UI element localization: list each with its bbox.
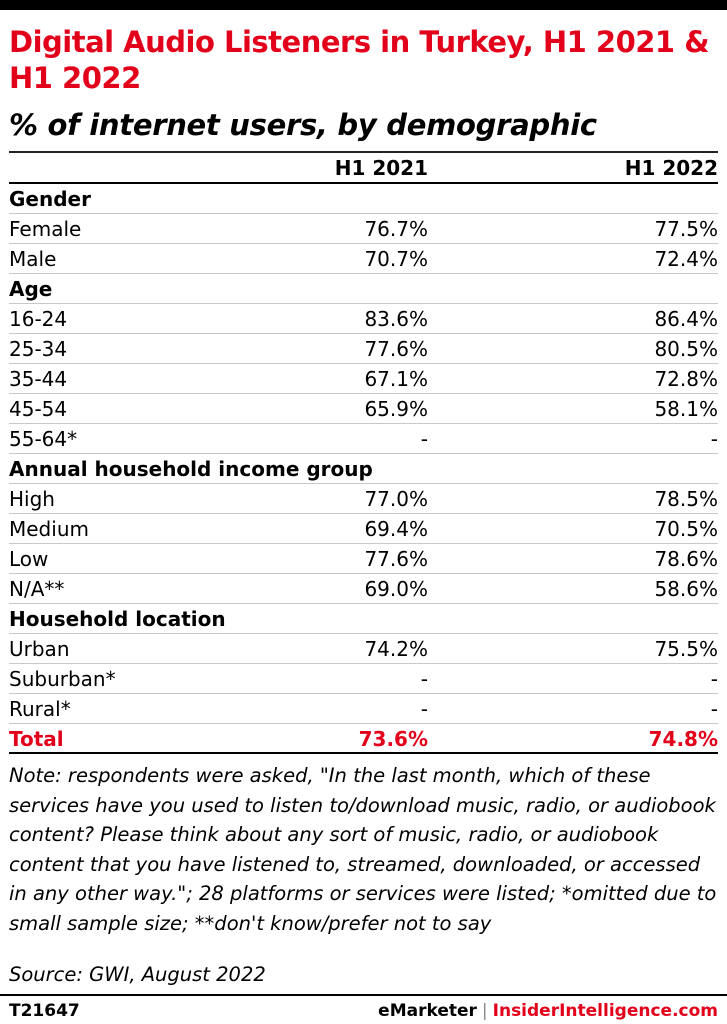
section-label: Gender — [9, 187, 91, 211]
value-h1-2022: 80.5% — [654, 337, 718, 361]
data-table: H1 2021 H1 2022 Gender Female 76.7% 77.5% Ma… — [9, 152, 718, 754]
table-row: High 77.0% 78.5% — [9, 484, 718, 514]
value-h1-2022: 86.4% — [654, 307, 718, 331]
section-row: Age — [9, 274, 718, 304]
footer-rule — [0, 994, 727, 996]
table-row: 45-54 65.9% 58.1% — [9, 394, 718, 424]
value-h1-2021: 69.0% — [364, 577, 428, 601]
section-label: Annual household income group — [9, 457, 373, 481]
value-h1-2021: 83.6% — [364, 307, 428, 331]
value-h1-2021: 70.7% — [364, 247, 428, 271]
table-body: Gender Female 76.7% 77.5% Male 70.7% 72.4% Age 1… — [9, 184, 718, 754]
value-h1-2022: 72.8% — [654, 367, 718, 391]
table-row: 55-64* - - — [9, 424, 718, 454]
row-label: Suburban* — [9, 667, 116, 691]
value-h1-2022: - — [710, 697, 718, 721]
table-row: Female 76.7% 77.5% — [9, 214, 718, 244]
column-header-h1-2022: H1 2022 — [624, 156, 718, 180]
section-row: Household location — [9, 604, 718, 634]
table-row: 35-44 67.1% 72.8% — [9, 364, 718, 394]
value-h1-2022: 72.4% — [654, 247, 718, 271]
table-row: 25-34 77.6% 80.5% — [9, 334, 718, 364]
row-label: Urban — [9, 637, 70, 661]
footnote: Note: respondents were asked, "In the la… — [9, 764, 717, 935]
row-label: Medium — [9, 517, 89, 541]
row-label: Total — [9, 727, 64, 751]
value-h1-2021: - — [420, 697, 428, 721]
value-h1-2022: - — [710, 427, 718, 451]
brand-insider-intelligence: InsiderIntelligence.com — [492, 1001, 718, 1021]
value-h1-2021: 67.1% — [364, 367, 428, 391]
value-h1-2021: 65.9% — [364, 397, 428, 421]
value-h1-2021: 69.4% — [364, 517, 428, 541]
table-row: Medium 69.4% 70.5% — [9, 514, 718, 544]
brand-separator: | — [481, 1001, 488, 1021]
value-h1-2021: 73.6% — [358, 727, 428, 751]
table-row: Suburban* - - — [9, 664, 718, 694]
table-row: 16-24 83.6% 86.4% — [9, 304, 718, 334]
row-label: N/A** — [9, 577, 65, 601]
value-h1-2021: - — [420, 667, 428, 691]
value-h1-2021: 76.7% — [364, 217, 428, 241]
value-h1-2022: 77.5% — [654, 217, 718, 241]
column-header-h1-2021: H1 2021 — [334, 156, 428, 180]
value-h1-2022: 78.6% — [654, 547, 718, 571]
value-h1-2022: 58.6% — [654, 577, 718, 601]
brand-credit: eMarketer | InsiderIntelligence.com — [378, 999, 718, 1023]
brand-emarketer: eMarketer — [378, 1001, 477, 1021]
source-note: Source: GWI, August 2022 — [9, 963, 266, 986]
row-label: High — [9, 487, 55, 511]
row-label: Rural* — [9, 697, 71, 721]
table-row: Urban 74.2% 75.5% — [9, 634, 718, 664]
total-row: Total 73.6% 74.8% — [9, 724, 718, 754]
section-label: Household location — [9, 607, 226, 631]
value-h1-2022: 58.1% — [654, 397, 718, 421]
top-bar — [0, 0, 727, 10]
section-label: Age — [9, 277, 53, 301]
value-h1-2021: 77.6% — [364, 337, 428, 361]
table-header-row: H1 2021 H1 2022 — [9, 152, 718, 184]
value-h1-2022: 75.5% — [654, 637, 718, 661]
section-row: Annual household income group — [9, 454, 718, 484]
value-h1-2021: 77.0% — [364, 487, 428, 511]
row-label: 16-24 — [9, 307, 68, 331]
row-label: 45-54 — [9, 397, 68, 421]
row-label: Female — [9, 217, 82, 241]
chart-id: T21647 — [9, 1001, 80, 1021]
row-label: Low — [9, 547, 49, 571]
value-h1-2022: 74.8% — [648, 727, 718, 751]
chart-subtitle: % of internet users, by demographic — [9, 108, 597, 142]
table-row: Rural* - - — [9, 694, 718, 724]
section-row: Gender — [9, 184, 718, 214]
value-h1-2021: 77.6% — [364, 547, 428, 571]
row-label: 35-44 — [9, 367, 68, 391]
table-row: Male 70.7% 72.4% — [9, 244, 718, 274]
chart-title: Digital Audio Listeners in Turkey, H1 20… — [9, 25, 709, 95]
value-h1-2021: - — [420, 427, 428, 451]
table-row: N/A** 69.0% 58.6% — [9, 574, 718, 604]
value-h1-2022: 78.5% — [654, 487, 718, 511]
row-label: Male — [9, 247, 57, 271]
row-label: 55-64* — [9, 427, 78, 451]
row-label: 25-34 — [9, 337, 68, 361]
header-rule — [9, 151, 718, 153]
value-h1-2022: 70.5% — [654, 517, 718, 541]
table-row: Low 77.6% 78.6% — [9, 544, 718, 574]
value-h1-2022: - — [710, 667, 718, 691]
value-h1-2021: 74.2% — [364, 637, 428, 661]
